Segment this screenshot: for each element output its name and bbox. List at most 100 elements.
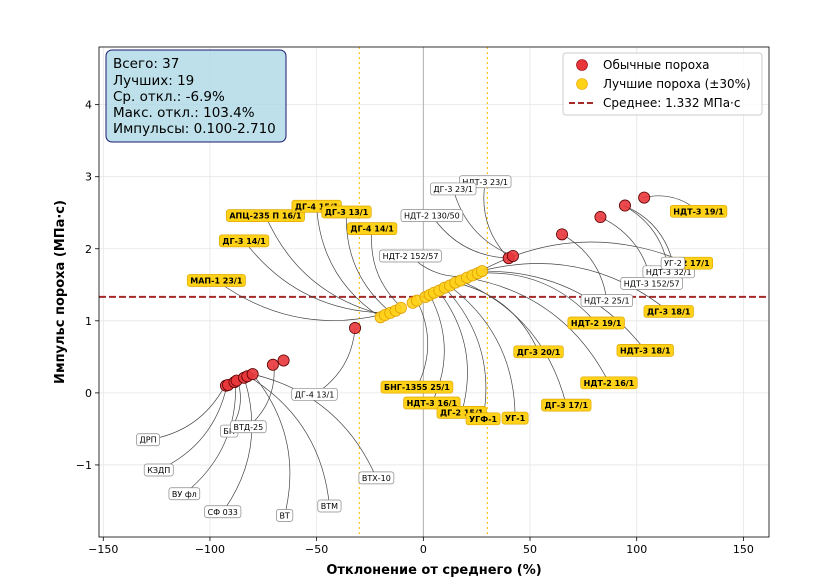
annotation-label-box [347, 222, 398, 235]
annotation-label-text: ВУ фл [172, 490, 197, 499]
annotation-arrow [480, 270, 646, 351]
annotation-label-box [291, 387, 338, 401]
best-powder-label: ДГ-3 14/1 [218, 234, 270, 248]
powder-label: КЗДП [143, 463, 174, 477]
annotation-label-box [317, 499, 342, 513]
annotation-label-box [204, 505, 242, 519]
annotation-label-text: ДГ-3 17/1 [545, 401, 589, 410]
annotation-arrow [561, 234, 608, 301]
annotation-arrow [248, 376, 330, 507]
stats-box-background [105, 49, 287, 143]
y-tick-label: 4 [85, 99, 92, 112]
powder-label: СФ 033 [204, 505, 242, 519]
best-powder-label: БНГ-1355 25/1 [380, 380, 454, 394]
normal-powder-point [506, 249, 519, 262]
best-powder-point [394, 301, 407, 314]
normal-powder-point [349, 322, 362, 335]
normal-powder-point [618, 199, 631, 212]
annotation-label-text: КЗДП [147, 466, 170, 475]
annotation-label-text: ДГ-4 14/1 [350, 225, 394, 234]
annotation-arrow [444, 287, 487, 419]
normal-powder-point [594, 211, 607, 224]
best-powder-label: УГФ-1 [465, 412, 501, 426]
powder-label: НДТ-2 25/1 [580, 294, 634, 307]
annotation-arrow [480, 263, 669, 312]
annotation-arrow [472, 241, 689, 276]
stats-mean-deviation: Ср. откл.: -6.9% [113, 89, 225, 105]
powder-label: ВУ фл [168, 487, 201, 501]
annotation-label-box [616, 344, 674, 357]
annotation-arrow [416, 300, 429, 388]
annotation-label-text: ВТХ-10 [362, 474, 391, 483]
best-powder-label: АПЦ-235 П 16/1 [225, 209, 305, 222]
annotation-label-text: ДГ-3 18/1 [647, 307, 691, 316]
annotation-label-box [143, 463, 174, 477]
best-powder-label: ДГ-3 13/1 [321, 205, 372, 219]
y-tick-label: 0 [85, 387, 92, 400]
annotation-arrow [623, 205, 674, 264]
best-powder-label: ДГ-4 14/1 [347, 222, 398, 235]
annotation-label-text: ДРП [140, 436, 157, 445]
powder-label: ВТД-25 [230, 420, 267, 434]
annotation-label-box [136, 433, 160, 447]
legend-marker-best [576, 78, 588, 90]
stats-best: Лучших: 19 [113, 73, 194, 89]
stats-impulse-range: Импульсы: 0.100-2.710 [113, 121, 276, 137]
best-powder-label: НДТ-3 19/1 [669, 204, 728, 218]
powder-label: НДТ-2 152/57 [379, 249, 442, 263]
annotation-label-box [513, 345, 564, 359]
best-powder-point [476, 265, 489, 278]
annotation-arrow [243, 240, 392, 314]
annotation-label-text: НДТ-3 19/1 [673, 207, 724, 216]
x-tick-label: −150 [88, 543, 118, 556]
legend-label-mean: Среднее: 1.332 МПа·с [603, 96, 740, 110]
y-tick-label: 2 [85, 243, 92, 256]
annotation-label-box [501, 411, 529, 425]
annotation-arrow [184, 382, 236, 495]
annotation-arrow [437, 290, 468, 413]
annotation-arrow [452, 188, 514, 257]
x-tick-label: 150 [733, 543, 754, 556]
stats-total: Всего: 37 [113, 56, 179, 72]
annotation-label-box [403, 396, 461, 410]
annotation-label-text: ДГ-4 13/1 [295, 390, 335, 399]
annotation-label-box [400, 209, 464, 222]
powder-label: НДТ-2 130/50 [400, 209, 464, 222]
powder-label: НДТ-3 152/57 [620, 277, 683, 290]
annotation-label-box [321, 205, 372, 219]
annotation-label-text: ВТМ [321, 502, 338, 511]
x-axis-label: Отклонение от среднего (%) [326, 563, 541, 578]
x-tick-label: 100 [626, 543, 647, 556]
annotation-arrow [431, 215, 509, 259]
annotation-label-text: СФ 033 [208, 508, 238, 517]
annotation-label-text: НДТ-3 152/57 [624, 279, 680, 288]
annotation-arrow [459, 280, 567, 406]
y-axis-label: Импульс пороха (МПа·с) [53, 200, 68, 384]
annotation-label-box [380, 380, 454, 394]
annotation-label-box [465, 412, 501, 426]
y-axis-ticks: −1 0 1 2 3 4 [76, 99, 99, 472]
powder-label: ДГ-4 13/1 [291, 387, 338, 401]
annotation-arrow [346, 211, 392, 314]
annotation-arrow [371, 228, 403, 309]
y-tick-label: −1 [76, 459, 92, 472]
legend: Обычные пороха Лучшие пороха (±30%) Сред… [562, 52, 763, 116]
legend-marker-normal [576, 59, 588, 71]
y-tick-label: 3 [85, 171, 92, 184]
best-powder-label: ДГ-3 17/1 [541, 398, 592, 412]
annotation-label-text: ВТ [279, 511, 289, 520]
best-powder-label: НДТ-3 18/1 [616, 344, 674, 357]
annotation-label-text: НДТ-2 130/50 [404, 212, 460, 221]
normal-powder-point [246, 368, 259, 381]
annotation-label-text: УГФ-1 [469, 415, 498, 424]
annotation-label-text: НДТ-2 152/57 [383, 252, 439, 261]
legend-frame [562, 52, 763, 116]
powder-label: УГ-2 [660, 256, 686, 270]
annotation-label-text: ДГ-3 23/1 [433, 185, 473, 194]
legend-label-normal: Обычные пороха [603, 58, 710, 72]
annotation-label-box [358, 471, 395, 485]
annotation-label-text: ДГ-2 17/1 [666, 259, 710, 268]
annotation-label-text: ДГ-3 20/1 [517, 348, 561, 357]
